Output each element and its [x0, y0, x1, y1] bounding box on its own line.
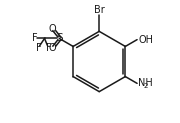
Text: 2: 2	[144, 83, 148, 89]
Text: F: F	[36, 43, 41, 53]
Text: Br: Br	[94, 5, 105, 15]
Text: NH: NH	[138, 78, 152, 88]
Text: OH: OH	[138, 35, 153, 45]
Text: O: O	[48, 24, 56, 34]
Text: F: F	[32, 33, 38, 43]
Text: S: S	[56, 33, 63, 43]
Text: F: F	[46, 43, 52, 53]
Text: O: O	[48, 43, 56, 53]
